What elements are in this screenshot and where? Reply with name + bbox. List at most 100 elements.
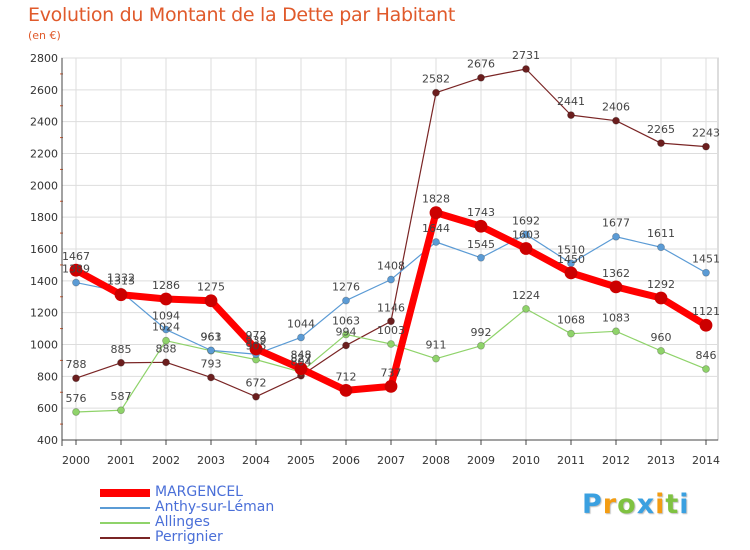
data-label: 2406: [602, 101, 630, 114]
data-point: [204, 294, 218, 308]
data-point: [207, 373, 215, 382]
data-label: 788: [66, 358, 87, 371]
data-label: 939: [246, 334, 267, 347]
data-label: 846: [696, 349, 717, 362]
data-label: 2731: [512, 49, 540, 62]
data-label: 972: [246, 329, 267, 342]
data-label: 963: [201, 330, 222, 343]
data-label: 1362: [602, 267, 630, 280]
y-tick-label: 2000: [30, 179, 58, 192]
data-point: [519, 242, 533, 255]
data-label: 960: [651, 331, 672, 344]
data-point: [612, 327, 620, 336]
logo-letter: x: [636, 489, 656, 520]
x-tick-label: 2013: [647, 454, 675, 467]
data-point: [72, 374, 80, 383]
y-tick-label: 1000: [30, 339, 58, 352]
data-label: 1332: [107, 272, 135, 285]
y-tick-label: 2400: [30, 116, 58, 129]
x-tick-label: 2001: [107, 454, 135, 467]
y-tick-label: 1600: [30, 243, 58, 256]
data-label: 827: [291, 352, 312, 365]
legend-item: Allinges: [100, 515, 274, 530]
data-label: 1408: [377, 260, 405, 273]
data-point: [72, 408, 80, 416]
legend-label: Anthy-sur-Léman: [155, 499, 275, 515]
data-label: 1510: [557, 243, 585, 256]
data-point: [477, 341, 485, 350]
data-point: [117, 358, 125, 367]
data-label: 804: [291, 356, 312, 369]
x-tick-label: 2008: [422, 454, 450, 467]
data-point: [249, 342, 263, 356]
logo-letter: i: [679, 489, 690, 520]
data-label: 1224: [512, 289, 540, 302]
legend-label: MARGENCEL: [155, 484, 243, 500]
y-tick-label: 1800: [30, 211, 58, 224]
data-label: 1063: [332, 314, 360, 327]
data-point: [522, 304, 530, 313]
data-label: 1003: [377, 324, 405, 337]
data-point: [339, 383, 353, 397]
data-point: [567, 111, 575, 120]
x-tick-label: 2003: [197, 454, 225, 467]
legend-label: Perrignier: [155, 529, 223, 545]
data-label: 1068: [557, 314, 585, 327]
y-tick-label: 800: [37, 370, 58, 383]
line-chart: 400 600 800 1000 1200 1400 1600 1800 2000 2200 240…: [30, 49, 720, 467]
data-point: [384, 379, 398, 393]
data-label: 1389: [62, 263, 90, 276]
data-label: 994: [336, 325, 357, 338]
data-point: [702, 268, 710, 277]
data-point: [654, 291, 668, 305]
logo-letter: i: [655, 489, 666, 520]
data-point: [342, 341, 350, 350]
chart-subtitle: (en €): [28, 29, 61, 42]
data-label: 587: [111, 390, 132, 403]
y-tick-label: 2200: [30, 148, 58, 161]
proxiti-logo: Proxiti: [582, 489, 690, 520]
data-point: [114, 288, 128, 302]
data-label: 1276: [332, 281, 360, 294]
x-tick-label: 2005: [287, 454, 315, 467]
data-point: [657, 243, 665, 252]
data-label: 1313: [107, 275, 135, 288]
legend-swatch: [100, 536, 150, 539]
data-point: [159, 292, 173, 306]
data-point: [297, 333, 305, 342]
y-tick-label: 2600: [30, 84, 58, 97]
data-point: [162, 358, 170, 367]
data-label: 1611: [647, 227, 675, 240]
data-label: 1044: [287, 317, 315, 330]
data-label: 888: [156, 342, 177, 355]
data-point: [72, 278, 80, 287]
x-tick-label: 2007: [377, 454, 405, 467]
data-label: 1094: [152, 310, 180, 323]
data-point: [522, 65, 530, 73]
data-label: 1024: [152, 321, 180, 334]
data-label: 672: [246, 377, 267, 390]
data-point: [702, 365, 710, 373]
data-point: [477, 253, 485, 262]
data-label: 2243: [692, 127, 720, 140]
data-label: 961: [201, 331, 222, 344]
data-label: 1603: [512, 229, 540, 242]
x-tick-label: 2004: [242, 454, 270, 467]
data-label: 992: [471, 326, 492, 339]
x-tick-label: 2002: [152, 454, 180, 467]
x-tick-label: 2010: [512, 454, 540, 467]
data-point: [342, 296, 350, 305]
x-tick-label: 2012: [602, 454, 630, 467]
legend: MARGENCEL Anthy-sur-Léman Allinges Perrigni…: [100, 485, 274, 545]
data-point: [387, 340, 395, 348]
data-label: 1275: [197, 281, 225, 294]
y-tick-label: 400: [37, 434, 58, 447]
data-point: [207, 346, 215, 355]
data-point: [387, 317, 395, 326]
data-label: 737: [381, 366, 402, 379]
data-label: 1677: [602, 217, 630, 230]
data-point: [522, 230, 530, 239]
y-tick-label: 2800: [30, 52, 58, 65]
data-label: 2441: [557, 95, 585, 108]
data-label: 1828: [422, 193, 450, 206]
